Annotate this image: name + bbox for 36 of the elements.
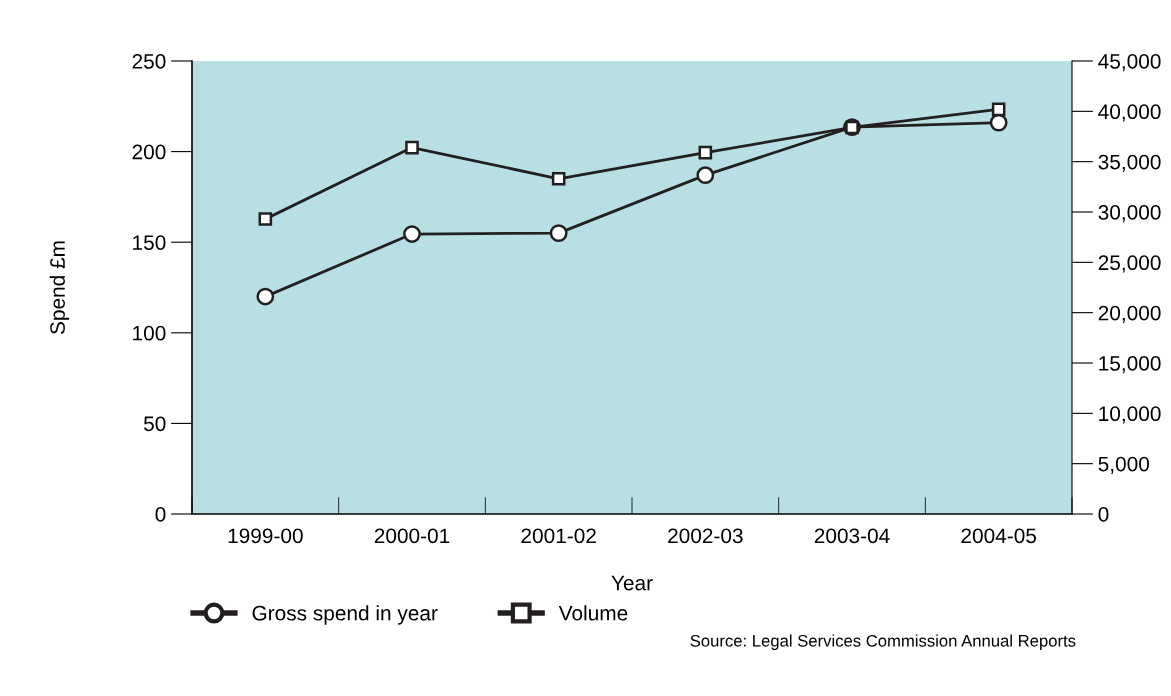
x-tick-label: 2003-04 xyxy=(814,528,890,544)
legend-label: Volume xyxy=(558,605,628,621)
point xyxy=(405,140,419,155)
y2-tick-label: 10,000 xyxy=(1099,406,1161,424)
point xyxy=(403,225,421,243)
y-axis-title: Spend £m xyxy=(49,241,70,335)
point xyxy=(549,224,568,243)
legend-label: Gross spend in year xyxy=(252,605,438,625)
x-tick-label: 2000-01 xyxy=(374,528,450,544)
x-tick-label: 2002-03 xyxy=(668,528,743,544)
y2-tick-label: 15,000 xyxy=(1099,356,1161,374)
y2-tick-label: 20,000 xyxy=(1098,305,1161,323)
source-note: Source: Legal Services Commission Annual Reports xyxy=(690,634,1076,650)
point xyxy=(256,287,275,306)
y2-tick-label: 0 xyxy=(1098,507,1109,522)
point xyxy=(991,102,1006,117)
y2-tick-label: 35,000 xyxy=(1098,154,1161,172)
y-tick-label: 50 xyxy=(143,416,166,432)
x-tick-label: 2004-05 xyxy=(961,528,1037,544)
x-tick-label: 2001-02 xyxy=(521,528,596,544)
y-tick-label: 100 xyxy=(133,325,166,341)
y-tick-label: 150 xyxy=(133,235,166,250)
x-tick-label: 1999-00 xyxy=(228,528,303,544)
y-tick-label: 0 xyxy=(155,507,166,522)
point xyxy=(551,171,566,186)
point xyxy=(698,145,713,160)
point xyxy=(258,212,273,226)
y2-tick-label: 5,000 xyxy=(1098,456,1150,474)
y-tick-label: 250 xyxy=(132,54,166,69)
y2-tick-label: 40,000 xyxy=(1098,104,1161,122)
y2-tick-label: 30,000 xyxy=(1098,205,1161,223)
x-axis-title: Year xyxy=(611,575,653,591)
y2-tick-label: 45,000 xyxy=(1098,54,1161,72)
y2-tick-label: 25,000 xyxy=(1098,255,1161,273)
point xyxy=(696,166,715,185)
y-tick-label: 200 xyxy=(132,144,166,160)
